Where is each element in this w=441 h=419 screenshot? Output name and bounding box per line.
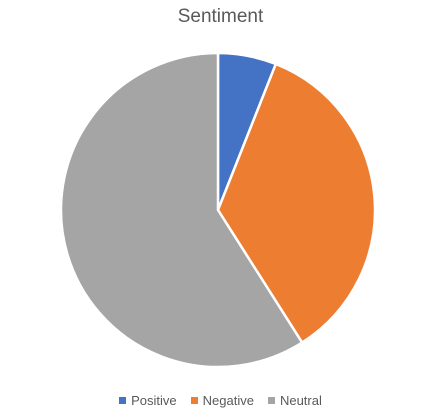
legend-label: Negative: [202, 393, 254, 408]
pie-slice-negative: [216, 62, 377, 344]
pie-slice-neutral: [59, 51, 304, 369]
chart-legend: Positive Negative Neutral: [0, 393, 441, 408]
legend-label: Neutral: [279, 393, 322, 408]
chart-title: Sentiment: [177, 6, 264, 27]
legend-label: Positive: [131, 393, 177, 408]
legend-item-positive: Positive: [119, 393, 177, 408]
legend-item-neutral: Neutral: [267, 393, 322, 408]
legend-swatch: [190, 397, 198, 404]
legend-item-negative: Negative: [190, 393, 254, 408]
legend-swatch: [267, 397, 275, 404]
legend-swatch: [119, 397, 127, 404]
